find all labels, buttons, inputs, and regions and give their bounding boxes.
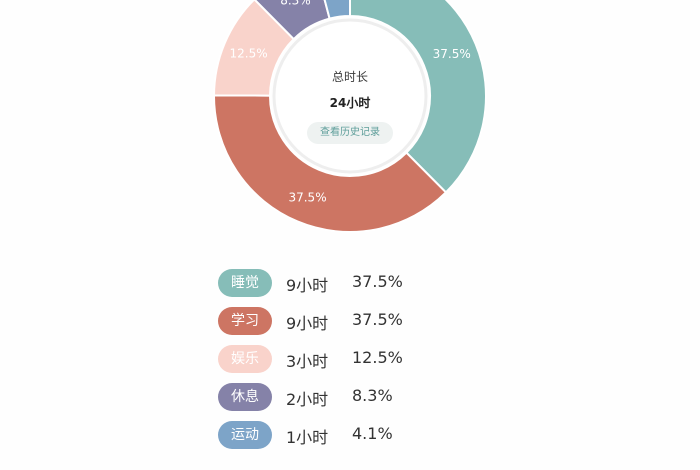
legend-hours: 9小时 (286, 276, 329, 295)
legend-hours: 2小时 (286, 390, 329, 409)
donut-slice-label-sleep: 37.5% (433, 47, 471, 61)
legend-percent: 4.1% (352, 424, 393, 443)
legend-row-rest: 休息 2小时 8.3% (218, 380, 518, 414)
legend-percent: 12.5% (352, 348, 403, 367)
legend-row-exercise: 运动 1小时 4.1% (218, 418, 518, 452)
legend-row-sleep: 睡觉 9小时 37.5% (218, 266, 518, 300)
legend-pill-sleep: 睡觉 (218, 269, 272, 297)
total-duration-value: 24小时 (329, 96, 371, 110)
donut-slice-label-study: 37.5% (288, 190, 326, 204)
legend-percent: 37.5% (352, 272, 403, 291)
legend-hours: 9小时 (286, 314, 329, 333)
donut-center: 总时长 24小时 查看历史记录 (280, 40, 420, 150)
legend-pill-rest: 休息 (218, 383, 272, 411)
donut-slice-label-entertainment: 12.5% (230, 46, 268, 60)
legend-pill-study: 学习 (218, 307, 272, 335)
legend-pill-entertainment: 娱乐 (218, 345, 272, 373)
legend-row-entertainment: 娱乐 3小时 12.5% (218, 342, 518, 376)
legend-percent: 37.5% (352, 310, 403, 329)
legend-hours: 1小时 (286, 428, 329, 447)
donut-slice-exercise (323, 0, 351, 20)
legend-row-study: 学习 9小时 37.5% (218, 304, 518, 338)
legend-percent: 8.3% (352, 386, 393, 405)
legend-pill-exercise: 运动 (218, 421, 272, 449)
total-duration-title: 总时长 (331, 70, 368, 84)
donut-slice-label-rest: 8.3% (280, 0, 311, 7)
legend-hours: 3小时 (286, 352, 329, 371)
donut-slice-sleep (349, 0, 487, 194)
donut-slice-entertainment (212, 0, 296, 97)
donut-slice-rest (253, 0, 331, 41)
donut-slice-study (213, 94, 448, 233)
view-history-button[interactable]: 查看历史记录 (307, 122, 393, 144)
